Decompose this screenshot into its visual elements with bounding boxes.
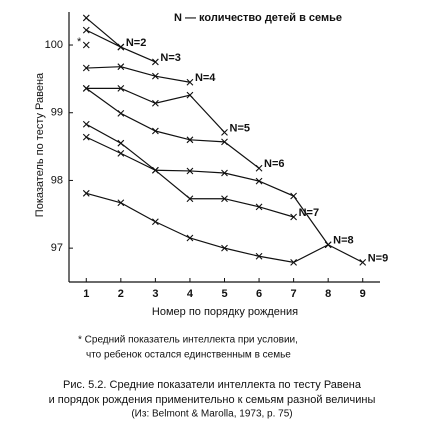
point-marker xyxy=(186,195,194,203)
series-line xyxy=(86,192,363,263)
point-marker xyxy=(221,244,228,252)
y-axis-label: Показатель по тесту Равена xyxy=(34,72,46,217)
point-marker xyxy=(186,78,194,86)
point-marker xyxy=(152,218,159,226)
point-marker xyxy=(255,164,263,172)
footnote: что ребенок остался единственным в семье xyxy=(86,349,291,361)
point-marker xyxy=(255,177,263,185)
point-marker xyxy=(290,258,297,266)
series-label: N=2 xyxy=(126,37,147,49)
point-marker xyxy=(117,63,125,71)
point-marker xyxy=(221,169,228,177)
x-tick-label: 8 xyxy=(325,288,331,300)
point-marker xyxy=(82,64,90,72)
point-marker xyxy=(186,136,194,144)
point-marker xyxy=(186,234,194,242)
point-marker xyxy=(117,110,125,117)
caption: (Из: Belmont & Marolla, 1973, p. 75) xyxy=(131,409,292,420)
point-marker xyxy=(152,127,159,135)
y-tick-label: 98 xyxy=(51,174,63,186)
point-marker xyxy=(152,99,159,107)
point-marker xyxy=(255,203,263,211)
series-line xyxy=(86,87,225,133)
legend-text: N — количество детей в семье xyxy=(174,12,342,24)
x-tick-label: 1 xyxy=(83,288,89,300)
x-tick-label: 7 xyxy=(291,288,297,300)
point-marker xyxy=(82,133,90,141)
point-marker xyxy=(186,167,194,175)
y-tick-label: 99 xyxy=(51,107,63,119)
point-marker xyxy=(117,43,125,51)
caption: Рис. 5.2. Средние показатели интеллекта … xyxy=(63,379,362,391)
series-label: N=5 xyxy=(230,122,251,134)
point-marker xyxy=(117,84,125,92)
point-marker xyxy=(152,58,159,66)
series-label: N=9 xyxy=(368,252,389,264)
x-tick-label: 4 xyxy=(187,288,194,300)
series-line xyxy=(86,66,191,83)
point-marker xyxy=(221,195,228,203)
point-marker xyxy=(290,192,297,200)
point-marker xyxy=(82,84,90,92)
x-axis-label: Номер по порядку рождения xyxy=(152,306,298,318)
point-marker xyxy=(82,14,90,22)
point-marker xyxy=(255,252,263,260)
series-label: N=4 xyxy=(195,72,216,84)
x-tick-label: 9 xyxy=(360,288,366,300)
series-label: N=6 xyxy=(264,158,285,170)
point-marker xyxy=(221,138,228,146)
point-marker xyxy=(82,189,90,197)
point-marker xyxy=(82,26,90,34)
x-tick-label: 3 xyxy=(152,288,158,300)
x-tick-label: 2 xyxy=(118,288,124,300)
series-label: N=8 xyxy=(333,235,354,247)
point-marker xyxy=(152,166,159,174)
point-marker xyxy=(82,120,90,128)
series-label: * xyxy=(77,36,82,48)
point-marker xyxy=(117,149,125,157)
footnote: * Средний показатель интеллекта при усло… xyxy=(78,335,298,346)
caption: и порядок рождения применительно к семья… xyxy=(49,394,376,406)
point-marker xyxy=(186,91,194,99)
series-line xyxy=(85,87,260,169)
series-line xyxy=(85,17,122,48)
point-marker xyxy=(359,258,367,266)
point-marker xyxy=(82,41,90,49)
series-line xyxy=(86,136,329,246)
y-tick-label: 100 xyxy=(45,39,63,51)
series-label: N=3 xyxy=(160,52,181,64)
point-marker xyxy=(221,128,228,136)
y-tick-label: 97 xyxy=(51,242,63,254)
point-marker xyxy=(117,139,125,147)
point-marker xyxy=(324,241,332,249)
x-tick-label: 5 xyxy=(221,288,227,300)
point-marker xyxy=(290,213,297,221)
point-marker xyxy=(117,199,125,207)
x-tick-label: 6 xyxy=(256,288,262,300)
point-marker xyxy=(152,72,159,80)
